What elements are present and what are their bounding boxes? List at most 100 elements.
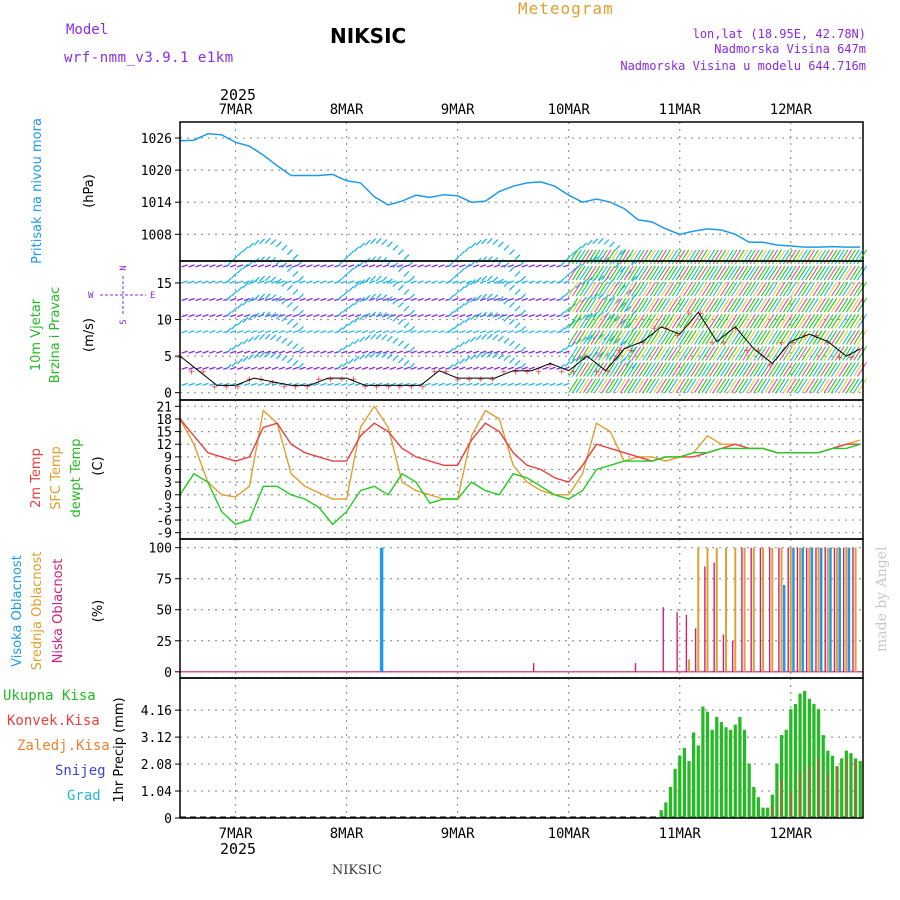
wind-barb	[753, 346, 764, 361]
wind-hump	[597, 351, 604, 358]
wind-barb	[682, 330, 693, 345]
wind-hump	[625, 305, 632, 312]
dewpt-line	[179, 443, 861, 526]
wind-hump	[564, 306, 571, 313]
wind-barb	[682, 281, 693, 297]
wind-hump	[292, 343, 299, 350]
wind-hump	[514, 254, 521, 261]
wind-symbol	[313, 313, 320, 318]
wind-barb	[608, 346, 619, 361]
wind-barb	[575, 265, 586, 281]
wind-hump	[564, 360, 571, 367]
y-tick-label: 18	[156, 413, 172, 428]
wind-barb	[838, 330, 849, 345]
wind-barb	[742, 265, 753, 281]
wind-barb	[657, 346, 668, 361]
wind-hump	[347, 250, 354, 257]
wind-symbol	[243, 382, 251, 386]
wind-gust-marker: +	[489, 375, 497, 385]
wind-hump	[570, 250, 577, 257]
wind-barb	[612, 362, 623, 377]
wind-symbol	[452, 313, 459, 318]
y-tick-label: 3	[164, 476, 172, 491]
wind-symbol	[438, 350, 445, 354]
wind-hump	[586, 312, 593, 319]
wind-hump	[492, 276, 499, 283]
wind-gust-marker: +	[558, 368, 566, 378]
y-tick-label: 1026	[141, 132, 172, 147]
y-tick-label: 12	[156, 438, 172, 453]
wind-symbol	[417, 350, 424, 354]
wind-symbol	[257, 330, 265, 334]
wind-barb	[701, 330, 712, 345]
wind-barb	[686, 281, 697, 297]
wind-barb	[571, 281, 582, 297]
wind-hump	[386, 313, 393, 320]
wind-hump	[225, 261, 232, 268]
wind-symbol	[521, 313, 528, 318]
wind-symbol	[431, 297, 438, 302]
wind-hump	[381, 334, 388, 341]
wind-barb	[642, 346, 653, 361]
wind-barb	[627, 362, 638, 377]
wind-symbol	[459, 280, 466, 284]
wind-hump	[509, 284, 515, 291]
wind-symbol	[341, 330, 348, 334]
wind-symbol	[285, 264, 292, 268]
wind-barb	[579, 281, 590, 297]
wind-symbol	[195, 350, 202, 354]
wind-hump	[353, 355, 360, 362]
wind-symbol	[514, 382, 522, 386]
wind-symbol	[313, 366, 320, 370]
wind-barb	[690, 362, 701, 377]
wind-barb	[768, 330, 779, 345]
wind-barb	[631, 362, 642, 377]
wind-hump	[514, 322, 521, 329]
wind-barb	[808, 330, 819, 345]
wind-barb	[827, 346, 838, 361]
wind-barb	[605, 265, 616, 281]
wind-hump	[558, 347, 565, 354]
wind-symbol	[348, 313, 355, 318]
wind-barb	[694, 378, 705, 393]
wind-barb	[786, 378, 797, 393]
wind-barb	[705, 362, 716, 377]
wind-barb	[597, 297, 608, 313]
wind-symbol	[250, 330, 258, 334]
wind-symbol	[486, 366, 494, 370]
wind-barb	[812, 314, 823, 329]
wind-symbol	[375, 280, 383, 284]
wind-symbol	[257, 264, 265, 268]
wind-hump	[231, 272, 238, 279]
wind-barb	[745, 297, 756, 313]
wind-symbol	[396, 280, 404, 284]
wind-hump	[475, 312, 482, 319]
wind-barb	[738, 297, 749, 313]
wind-barb	[671, 378, 682, 393]
wind-symbol	[549, 264, 556, 268]
wind-barb	[797, 330, 808, 345]
wind-barb	[608, 281, 619, 297]
wind-symbol	[563, 297, 570, 302]
wind-hump	[509, 340, 515, 347]
wind-barb	[782, 314, 793, 329]
wind-barb	[757, 378, 767, 393]
wind-hump	[264, 333, 271, 340]
wind-symbol	[202, 264, 209, 268]
wind-barb	[627, 297, 638, 313]
wind-barb	[679, 362, 690, 377]
wind-symbol	[542, 366, 549, 370]
wind-symbol	[181, 264, 188, 268]
wind-symbol	[466, 382, 473, 386]
wind-symbol	[257, 297, 265, 302]
wind-symbol	[417, 280, 424, 284]
precip-bar-total	[803, 690, 807, 818]
wind-barb	[827, 314, 838, 329]
wind-symbol	[452, 330, 459, 334]
wind-barb	[590, 297, 601, 313]
wind-symbol	[410, 330, 417, 334]
station-title: NIKSIC	[330, 24, 406, 48]
wind-hump	[264, 351, 271, 358]
wind-hump	[497, 278, 504, 285]
ylabel-pressure: Pritisak na nivou mora	[30, 118, 45, 264]
